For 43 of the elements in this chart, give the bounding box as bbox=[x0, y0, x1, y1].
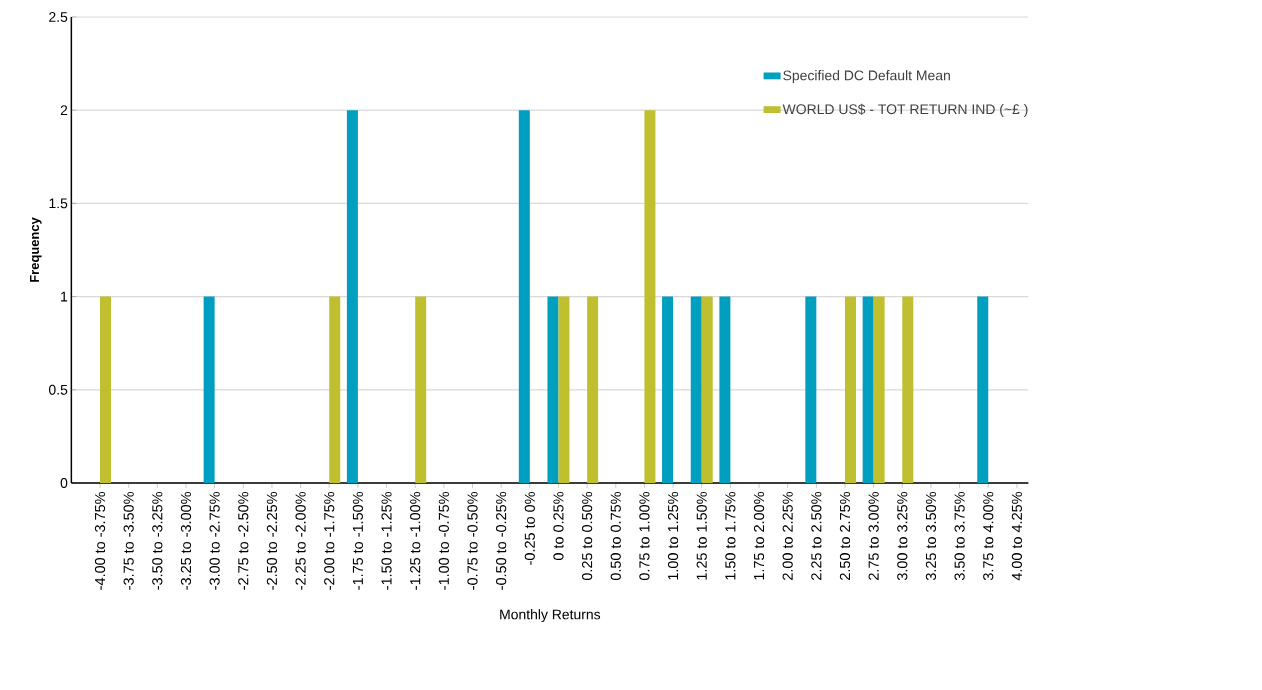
legend-label: Specified DC Default Mean bbox=[783, 70, 950, 84]
x-tick-label: -1.25 to -1.00% bbox=[410, 492, 421, 590]
x-tick-label: 3.50 to 3.75% bbox=[954, 492, 965, 581]
legend-label: WORLD US$ - TOT RETURN IND (~£ ) bbox=[782, 103, 1028, 117]
x-tick-label: -3.75 to -3.50% bbox=[123, 492, 134, 590]
x-tick-label: 3.00 to 3.25% bbox=[897, 492, 908, 581]
x-tick-label: -0.25 to 0% bbox=[524, 492, 535, 565]
x-tick-label: -2.75 to -2.50% bbox=[238, 492, 249, 590]
x-tick-label: 0 to 0.25% bbox=[553, 492, 564, 561]
x-axis-title: Monthly Returns bbox=[500, 609, 601, 623]
x-tick-label: 0.25 to 0.50% bbox=[581, 492, 593, 581]
x-tick-label: -1.00 to -0.75% bbox=[438, 492, 449, 590]
x-tick-label: 2.50 to 2.75% bbox=[839, 492, 851, 580]
x-tick-label: 2.00 to 2.25% bbox=[782, 492, 793, 580]
x-tick-label: 1.50 to 1.75% bbox=[725, 492, 736, 580]
x-tick-label: 1.00 to 1.25% bbox=[667, 492, 679, 580]
x-tick-label: -0.50 to -0.25% bbox=[496, 492, 507, 590]
x-tick-label: -0.75 to -0.50% bbox=[467, 492, 478, 590]
x-tick-label: -1.75 to -1.50% bbox=[352, 492, 363, 590]
y-tick-label: 2 bbox=[60, 105, 68, 116]
x-tick-label: 2.75 to 3.00% bbox=[868, 492, 879, 580]
x-tick-label: 1.25 to 1.50% bbox=[696, 492, 707, 580]
x-tick-label: -3.50 to -3.25% bbox=[152, 492, 163, 590]
y-tick-label: 2.5 bbox=[49, 12, 68, 22]
x-tick-label: 1.75 to 2.00% bbox=[753, 492, 765, 580]
x-tick-label: 4.00 to 4.25% bbox=[1011, 492, 1023, 581]
y-tick-label: 1.5 bbox=[49, 198, 68, 209]
x-tick-label: 0.75 to 1.00% bbox=[639, 492, 650, 581]
x-tick-label: -2.50 to -2.25% bbox=[266, 492, 278, 590]
x-tick-label: 2.25 to 2.50% bbox=[811, 492, 822, 580]
x-tick-label: 3.25 to 3.50% bbox=[925, 492, 937, 581]
x-tick-label: -3.00 to -2.75% bbox=[209, 492, 220, 590]
x-tick-label: 0.50 to 0.75% bbox=[610, 492, 621, 581]
y-tick-label: 0.5 bbox=[49, 384, 68, 395]
x-tick-label: -1.50 to -1.25% bbox=[381, 492, 392, 590]
y-axis-title: Frequency bbox=[30, 217, 42, 282]
x-tick-label: -4.00 to -3.75% bbox=[94, 492, 106, 590]
x-tick-label: -2.00 to -1.75% bbox=[324, 492, 335, 590]
y-tick-label: 1 bbox=[61, 291, 68, 302]
y-tick-label: 0 bbox=[60, 478, 68, 488]
x-tick-label: -3.25 to -3.00% bbox=[180, 492, 192, 590]
x-tick-label: -2.25 to -2.00% bbox=[295, 492, 306, 590]
x-tick-label: 3.75 to 4.00% bbox=[983, 492, 994, 581]
